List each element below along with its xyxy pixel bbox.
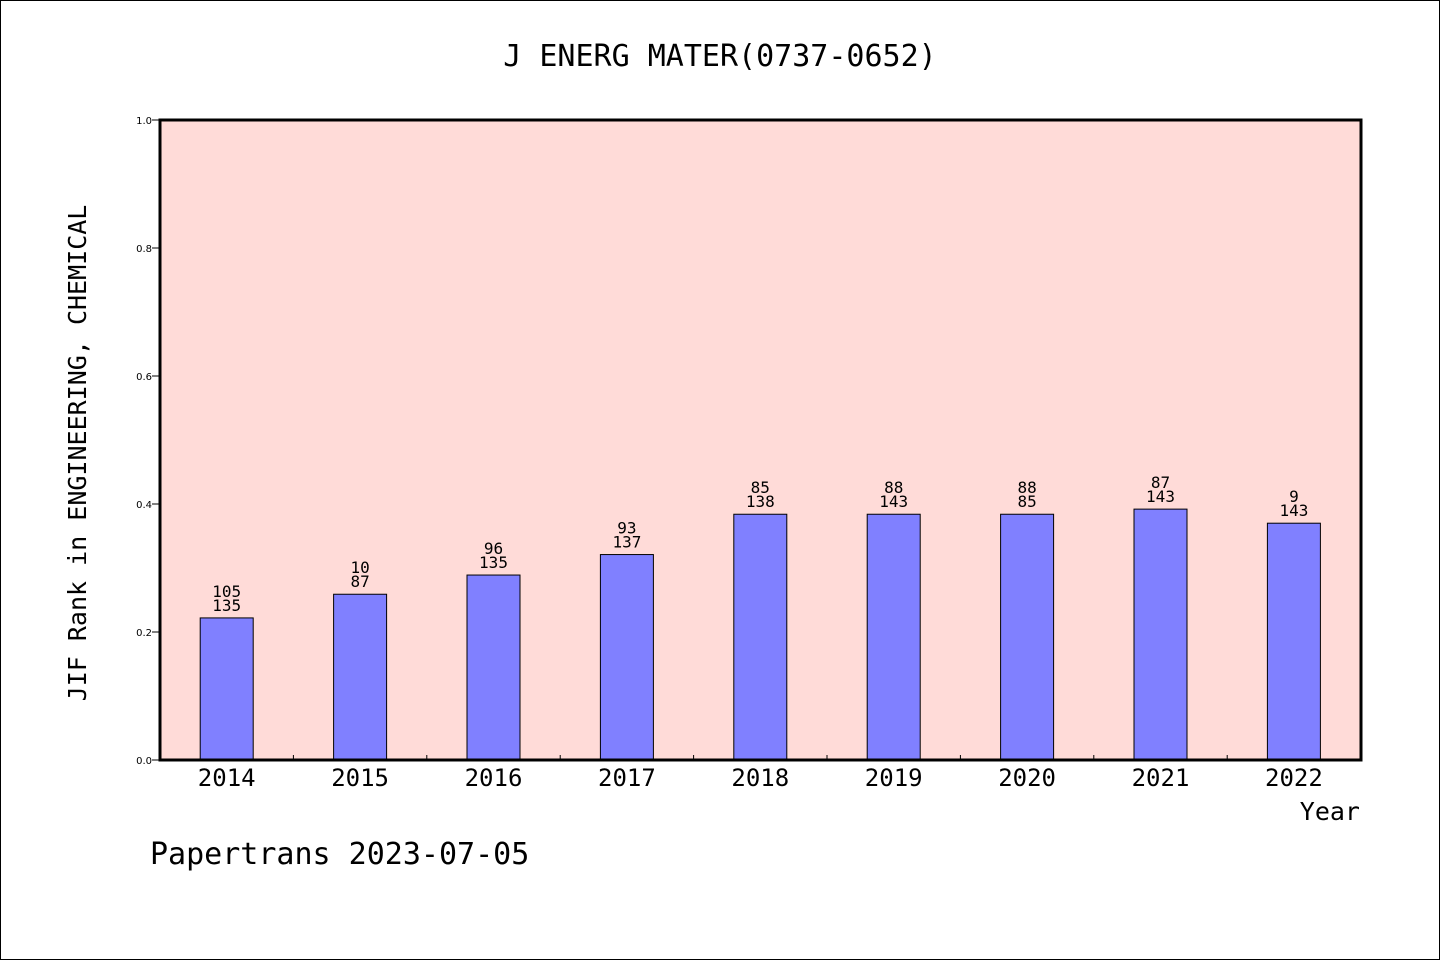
plot-border: [158, 118, 1363, 762]
rank-label-2016: 96: [484, 539, 503, 558]
rank-label-2015: 10: [350, 558, 369, 577]
bar-2014: [199, 617, 254, 761]
bar-2019: [866, 513, 921, 761]
y-tick-label: 0.8: [136, 244, 152, 255]
rank-label-2020: 88: [1017, 478, 1036, 497]
total-label-2019: 143: [879, 492, 908, 511]
bar-2016: [466, 574, 521, 761]
chart-title: J ENERG MATER(0737-0652): [503, 39, 936, 74]
x-tick-label-2021: 2021: [1132, 764, 1190, 792]
total-label-2017: 137: [612, 533, 641, 552]
rank-label-2019: 88: [884, 478, 903, 497]
rank-label-2018: 85: [751, 478, 770, 497]
y-tick-label: 0.4: [136, 500, 152, 511]
y-tick-label: 0.0: [136, 756, 152, 767]
y-tick-label: 0.6: [136, 372, 152, 383]
total-label-2016: 135: [479, 553, 508, 572]
rank-label-2021: 87: [1151, 473, 1170, 492]
total-label-2022: 143: [1279, 501, 1308, 520]
total-label-2021: 143: [1146, 487, 1175, 506]
rank-label-2022: 9: [1289, 487, 1299, 506]
bar-2018: [733, 513, 788, 761]
bar-2021: [1133, 508, 1188, 761]
x-tick-label-2018: 2018: [731, 764, 789, 792]
y-axis-label: JIF Rank in ENGINEERING, CHEMICAL: [63, 205, 92, 702]
bar-2017: [599, 554, 654, 761]
total-label-2014: 135: [212, 596, 241, 615]
bar-2022: [1266, 522, 1321, 761]
rank-label-2017: 93: [617, 519, 636, 538]
rank-label-2014: 105: [212, 582, 241, 601]
ticks: 0.0 0.2 0.4 0.6 0.8 1.0 2014 2015 2016 2017 2018 20…: [136, 116, 1323, 792]
x-axis-label: Year: [1300, 797, 1360, 826]
x-tick-label-2014: 2014: [198, 764, 256, 792]
x-tick-label-2016: 2016: [465, 764, 523, 792]
x-tick-label-2019: 2019: [865, 764, 923, 792]
x-tick-label-2017: 2017: [598, 764, 656, 792]
footer-text: Papertrans 2023-07-05: [150, 837, 529, 872]
y-tick-label: 1.0: [136, 116, 152, 127]
total-label-2020: 85: [1017, 492, 1036, 511]
x-tick-label-2022: 2022: [1265, 764, 1323, 792]
total-label-2018: 138: [746, 492, 775, 511]
bar-2020: [1000, 513, 1055, 761]
y-tick-label: 0.2: [136, 628, 152, 639]
x-tick-label-2015: 2015: [331, 764, 389, 792]
bar-2015: [333, 593, 388, 761]
x-tick-label-2020: 2020: [998, 764, 1056, 792]
total-label-2015: 87: [350, 572, 369, 591]
